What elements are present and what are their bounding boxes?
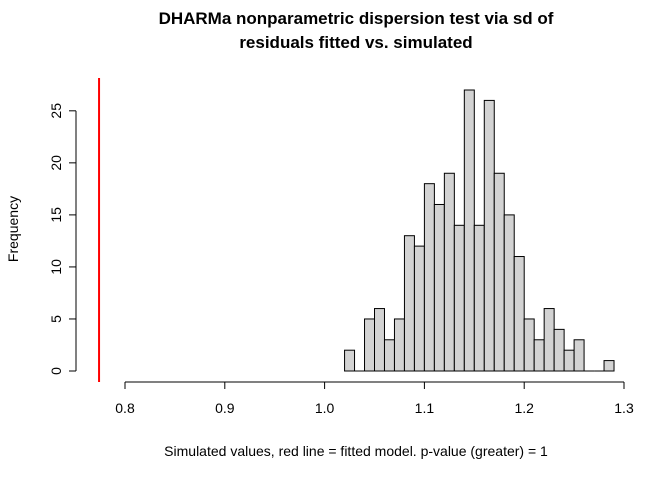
y-tick-label-3: 15 <box>48 207 64 223</box>
histogram-bar-5 <box>393 318 405 372</box>
x-tick-label-3: 1.1 <box>415 400 435 416</box>
x-tick-label-2: 1.0 <box>315 400 335 416</box>
y-tick-label-2: 10 <box>48 259 64 275</box>
histogram-bar-22 <box>563 349 575 372</box>
y-tick-label-4: 20 <box>48 155 64 171</box>
histogram-bar-14 <box>483 99 495 372</box>
histogram-bar-20 <box>543 308 555 372</box>
histogram-bar-16 <box>503 214 515 372</box>
x-tick-label-5: 1.3 <box>614 400 634 416</box>
x-tick-label-1: 0.9 <box>215 400 235 416</box>
x-axis-title: Simulated values, red line = fitted mode… <box>164 443 548 459</box>
histogram-bar-9 <box>433 203 445 372</box>
histogram-bar-21 <box>553 328 565 372</box>
y-tick-label-0: 0 <box>48 367 64 375</box>
histogram-bar-19 <box>533 339 545 372</box>
histogram-bar-13 <box>473 224 485 372</box>
histogram-bar-8 <box>423 183 435 372</box>
y-tick-label-5: 25 <box>48 103 64 119</box>
histogram-bar-18 <box>523 318 535 372</box>
histogram-bar-0 <box>344 349 356 372</box>
x-tick-label-4: 1.2 <box>514 400 534 416</box>
y-axis: 0 5 10 15 20 25 <box>48 103 77 375</box>
histogram-bar-4 <box>383 339 395 372</box>
histogram-bar-26 <box>603 360 615 372</box>
chart-title-line-1: DHARMa nonparametric dispersion test via… <box>159 9 554 28</box>
bars-group <box>344 89 615 372</box>
histogram-bar-10 <box>443 172 455 372</box>
histogram-bar-2 <box>364 318 375 372</box>
y-axis-title: Frequency <box>5 196 21 262</box>
histogram-bar-3 <box>374 308 385 372</box>
histogram-bar-15 <box>493 172 505 372</box>
x-tick-label-0: 0.8 <box>115 400 135 416</box>
histogram-bar-23 <box>573 339 585 372</box>
histogram-bar-7 <box>413 245 425 372</box>
chart-title-line-2: residuals fitted vs. simulated <box>239 33 472 52</box>
x-axis: 0.8 0.9 1.0 1.1 1.2 1.3 <box>115 381 634 416</box>
histogram-bar-11 <box>453 224 465 372</box>
y-tick-label-1: 5 <box>48 315 64 323</box>
histogram-bar-17 <box>513 256 525 372</box>
histogram-bar-12 <box>463 89 475 372</box>
histogram-bar-6 <box>403 235 415 372</box>
